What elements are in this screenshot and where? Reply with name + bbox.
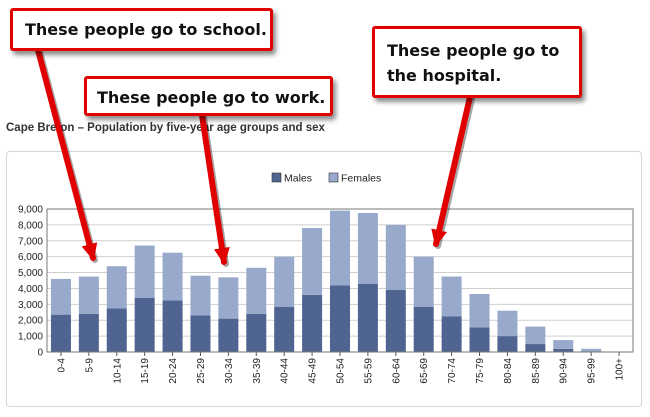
bar-males-50-54: [330, 285, 350, 352]
x-tick-label: 75-79: [475, 358, 486, 384]
legend-swatch-males: [271, 172, 282, 183]
x-tick-label: 35-39: [252, 358, 263, 384]
bar-females-40-44: [274, 256, 295, 307]
bar-males-75-79: [469, 327, 490, 352]
plot-frame: [46, 208, 634, 353]
x-tick-label: 20-24: [168, 358, 179, 384]
x-tick-label: 5-9: [84, 358, 95, 373]
arrow-hospital-shaft: [433, 94, 473, 247]
arrow-hospital-head: [431, 228, 447, 247]
bar-females-85-89: [525, 326, 546, 345]
legend-swatch-females: [328, 172, 339, 183]
bar-females-75-79: [469, 294, 490, 328]
bar-females-80-84: [497, 310, 518, 337]
y-tick-label: 2,000: [18, 316, 43, 327]
bar-males-60-64: [385, 290, 406, 352]
arrow-work-shaft: [199, 112, 227, 265]
legend-label-males: Males: [284, 173, 312, 185]
bar-males-45-49: [302, 294, 323, 352]
bar-males-90-94: [553, 348, 574, 352]
x-tick-label: 70-74: [447, 358, 458, 384]
x-tick-label: 15-19: [140, 358, 151, 384]
x-tick-label: 0-4: [56, 358, 67, 373]
bar-males-85-89: [525, 344, 546, 352]
x-tick-label: 85-89: [531, 358, 542, 384]
bar-females-25-29: [190, 275, 211, 316]
chart-title: Cape Breton – Population by five-year ag…: [6, 122, 325, 134]
bar-males-70-74: [441, 316, 462, 352]
arrow-work-head: [214, 246, 230, 265]
x-tick-label: 10-14: [112, 358, 123, 384]
x-tick-label: 25-29: [196, 358, 207, 384]
bar-females-90-94: [553, 340, 574, 349]
bar-females-20-24: [162, 252, 183, 301]
y-tick-label: 7,000: [18, 236, 43, 247]
y-tick-label: 5,000: [18, 268, 43, 279]
bar-females-55-59: [357, 212, 378, 284]
bar-females-10-14: [106, 266, 127, 309]
arrow-school-shaft: [35, 47, 96, 261]
x-tick-label: 60-64: [391, 358, 402, 384]
arrow-school-head: [81, 242, 98, 261]
y-tick-label: 0: [37, 348, 43, 359]
callout-work: These people go to work.: [84, 76, 333, 116]
bar-males-5-9: [78, 313, 99, 352]
bar-males-65-69: [413, 306, 434, 352]
y-tick-label: 6,000: [18, 252, 43, 263]
x-tick-label: 40-44: [280, 358, 291, 384]
bar-females-30-34: [218, 277, 239, 319]
bar-males-20-24: [162, 300, 183, 352]
x-tick-label: 100+: [615, 358, 626, 381]
bar-males-30-34: [218, 318, 239, 352]
x-tick-label: 80-84: [503, 358, 514, 384]
bar-females-35-39: [246, 267, 267, 314]
bar-males-10-14: [106, 308, 127, 352]
bar-females-15-19: [134, 245, 155, 298]
x-tick-label: 45-49: [308, 358, 319, 384]
bar-males-40-44: [274, 306, 295, 352]
callout-school-text: These people go to school.: [25, 20, 267, 39]
bar-females-5-9: [78, 276, 99, 314]
y-tick-label: 8,000: [18, 220, 43, 231]
callout-school: These people go to school.: [10, 8, 273, 51]
bar-males-0-4: [50, 314, 71, 352]
bar-males-15-19: [134, 297, 155, 352]
bar-females-60-64: [385, 224, 406, 291]
x-tick-label: 55-59: [363, 358, 374, 384]
bar-females-70-74: [441, 276, 462, 317]
callout-hospital-text: These people go to the hospital.: [387, 41, 560, 85]
bar-females-0-4: [50, 278, 71, 315]
y-tick-label: 1,000: [18, 332, 43, 343]
x-tick-label: 90-94: [559, 358, 570, 384]
callout-work-text: These people go to work.: [97, 88, 326, 107]
bar-females-95-99: [581, 348, 602, 352]
bar-females-45-49: [302, 228, 323, 295]
x-tick-label: 50-54: [336, 358, 347, 384]
x-tick-label: 65-69: [419, 358, 430, 384]
bar-males-55-59: [357, 283, 378, 352]
callout-hospital: These people go to the hospital.: [372, 26, 582, 98]
legend-label-females: Females: [341, 173, 381, 185]
bar-males-35-39: [246, 313, 267, 352]
x-tick-label: 30-34: [224, 358, 235, 384]
bar-males-80-84: [497, 336, 518, 352]
bar-females-65-69: [413, 256, 434, 307]
bar-males-25-29: [190, 315, 211, 352]
bar-females-50-54: [330, 210, 350, 286]
y-tick-label: 9,000: [18, 205, 43, 216]
y-tick-label: 3,000: [18, 300, 43, 311]
x-tick-label: 95-99: [587, 358, 598, 384]
y-tick-label: 4,000: [18, 284, 43, 295]
